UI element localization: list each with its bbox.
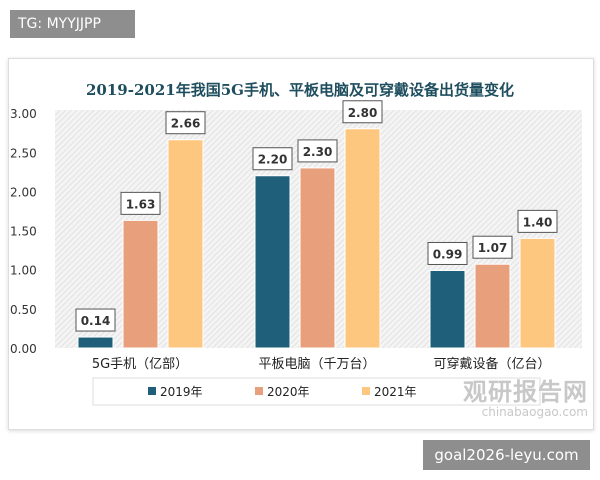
category-label: 平板电脑（千万台）: [258, 357, 375, 372]
logo-url: chinabaogao.com: [481, 405, 588, 419]
data-label: 2.80: [348, 106, 378, 120]
y-tick-label: 2.00: [10, 185, 37, 199]
data-label-box: [75, 308, 116, 332]
data-label: 0.14: [81, 314, 111, 328]
legend-swatch: [362, 387, 370, 395]
data-label: 0.99: [433, 247, 463, 261]
legend-swatch: [148, 387, 156, 395]
bar: [429, 269, 466, 349]
data-label-box: [342, 100, 383, 124]
y-tick-label: 3.00: [10, 107, 37, 121]
data-label: 1.40: [523, 215, 553, 229]
y-tick-label: 0.00: [10, 342, 37, 356]
category-label: 5G手机（亿部）: [92, 357, 188, 372]
legend-label: 2021年: [374, 385, 417, 399]
data-label-box: [297, 139, 338, 163]
bar: [254, 175, 291, 349]
logo-name: 观研报告网: [463, 378, 588, 406]
data-label-box: [517, 209, 558, 233]
data-label: 1.07: [478, 241, 508, 255]
bar: [519, 237, 556, 349]
bar: [77, 336, 114, 349]
legend: [92, 377, 541, 406]
data-label: 2.30: [303, 145, 333, 159]
bar: [122, 219, 159, 349]
watermark-bottom: goal2026-leyu.com: [423, 440, 590, 470]
y-tick-label: 1.50: [10, 225, 37, 239]
watermark-top: TG: MYYJJPP: [10, 10, 135, 38]
bar: [344, 128, 381, 349]
data-label: 2.20: [258, 153, 288, 167]
data-label-box: [120, 191, 161, 215]
data-label: 1.63: [126, 197, 156, 211]
y-tick-label: 0.50: [10, 303, 37, 317]
bar: [474, 263, 511, 349]
category-label: 可穿戴设备（亿台）: [433, 356, 550, 372]
y-tick-label: 2.50: [10, 146, 37, 160]
y-tick-label: 1.00: [10, 264, 37, 278]
data-label-box: [472, 235, 513, 259]
data-label-box: [427, 241, 468, 265]
bar: [167, 139, 204, 349]
data-label: 2.66: [171, 117, 201, 131]
chart-title: 2019-2021年我国5G手机、平板电脑及可穿戴设备出货量变化: [86, 81, 514, 99]
data-label-box: [252, 147, 293, 171]
data-label-box: [165, 111, 206, 135]
legend-label: 2020年: [267, 385, 310, 399]
legend-label: 2019年: [160, 385, 203, 399]
bar: [299, 167, 336, 349]
legend-swatch: [255, 387, 263, 395]
logo-watermark: 观研报告网 chinabaogao.com: [430, 372, 588, 419]
